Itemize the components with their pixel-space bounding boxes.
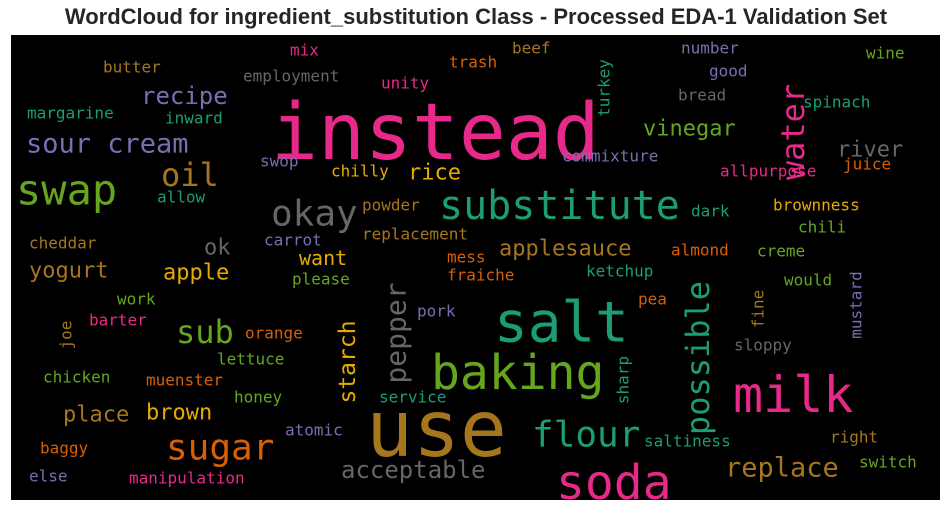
word-work: work — [117, 290, 156, 309]
word-margarine: margarine — [27, 104, 114, 123]
word-inward: inward — [165, 109, 223, 128]
word-soda: soda — [556, 455, 672, 500]
word-yogurt: yogurt — [29, 259, 108, 284]
word-okay: okay — [271, 194, 358, 235]
word-orange: orange — [245, 324, 303, 343]
word-number: number — [681, 39, 739, 58]
word-joe: joe — [57, 321, 76, 350]
word-wine: wine — [866, 44, 905, 63]
word-sour-cream: sour cream — [26, 129, 189, 160]
wordcloud-svg: instead use salt milk baking soda swap substitu… — [16, 39, 917, 501]
word-brownness: brownness — [773, 196, 860, 215]
word-place: place — [63, 403, 129, 428]
word-dark: dark — [691, 202, 730, 221]
word-sugar: sugar — [166, 428, 274, 469]
word-good: good — [709, 62, 748, 81]
word-allpurpose: allpurpose — [720, 162, 816, 181]
word-ketchup: ketchup — [586, 262, 653, 281]
word-else: else — [29, 467, 68, 486]
word-almond: almond — [671, 241, 729, 260]
word-honey: honey — [234, 388, 283, 407]
word-service: service — [379, 388, 446, 407]
word-spinach: spinach — [803, 93, 870, 112]
word-chicken: chicken — [43, 368, 110, 387]
word-lettuce: lettuce — [217, 350, 284, 369]
word-milk: milk — [733, 366, 853, 424]
chart-title: WordCloud for ingredient_substitution Cl… — [64, 4, 888, 29]
word-baggy: baggy — [40, 439, 89, 458]
word-saltiness: saltiness — [644, 432, 731, 451]
word-bread: bread — [678, 86, 726, 105]
word-juice: juice — [843, 155, 891, 174]
word-fraiche: fraiche — [447, 266, 514, 285]
word-pea: pea — [638, 290, 667, 309]
word-use: use — [366, 385, 507, 475]
word-chili: chili — [798, 218, 846, 237]
word-please: please — [292, 270, 350, 289]
word-apple: apple — [163, 261, 229, 286]
word-sub: sub — [176, 313, 234, 351]
word-right: right — [830, 428, 878, 447]
word-mix: mix — [290, 41, 319, 60]
word-baking: baking — [431, 345, 604, 401]
word-atomic: atomic — [285, 421, 343, 440]
word-chilly: chilly — [331, 162, 389, 181]
wordcloud-canvas: instead use salt milk baking soda swap substitu… — [11, 35, 940, 500]
word-creme: creme — [757, 242, 805, 261]
word-river: river — [837, 138, 903, 163]
word-swop: swop — [260, 152, 299, 171]
word-replacement: replacement — [362, 225, 468, 244]
word-vinegar: vinegar — [643, 117, 736, 142]
word-muenster: muenster — [146, 371, 223, 390]
word-turkey: turkey — [595, 59, 614, 117]
word-water: water — [774, 84, 812, 180]
word-mess: mess — [447, 248, 486, 267]
word-cheddar: cheddar — [29, 234, 97, 253]
word-powder: powder — [362, 196, 420, 215]
word-instead: instead — [271, 88, 600, 178]
word-butter: butter — [103, 58, 161, 77]
word-switch: switch — [859, 453, 917, 472]
word-substitute: substitute — [439, 183, 680, 229]
word-would: would — [784, 271, 832, 290]
word-trash: trash — [449, 53, 497, 72]
word-swap: swap — [16, 166, 117, 215]
word-mustard: mustard — [847, 271, 866, 338]
word-starch: starch — [335, 320, 361, 403]
word-fine: fine — [749, 290, 768, 329]
word-commixture: commixture — [562, 147, 658, 166]
word-employment: employment — [243, 67, 339, 86]
word-allow: allow — [157, 188, 206, 207]
word-want: want — [299, 246, 347, 270]
word-oil: oil — [161, 156, 219, 194]
word-recipe: recipe — [141, 82, 228, 110]
word-ok: ok — [204, 236, 231, 261]
word-acceptable: acceptable — [341, 456, 486, 484]
word-possible: possible — [679, 281, 717, 435]
word-flour: flour — [532, 415, 640, 456]
word-brown: brown — [146, 401, 212, 426]
word-pepper: pepper — [380, 282, 413, 383]
word-replace: replace — [725, 453, 839, 484]
word-sloppy: sloppy — [734, 336, 792, 355]
word-sharp: sharp — [614, 356, 633, 404]
word-carrot: carrot — [264, 231, 322, 250]
word-beef: beef — [512, 39, 551, 58]
word-applesauce: applesauce — [499, 237, 631, 262]
word-pork: pork — [417, 302, 456, 321]
word-salt: salt — [494, 291, 629, 356]
word-barter: barter — [89, 311, 147, 330]
word-rice: rice — [408, 161, 461, 186]
word-manipulation: manipulation — [129, 469, 245, 488]
word-unity: unity — [381, 74, 430, 93]
